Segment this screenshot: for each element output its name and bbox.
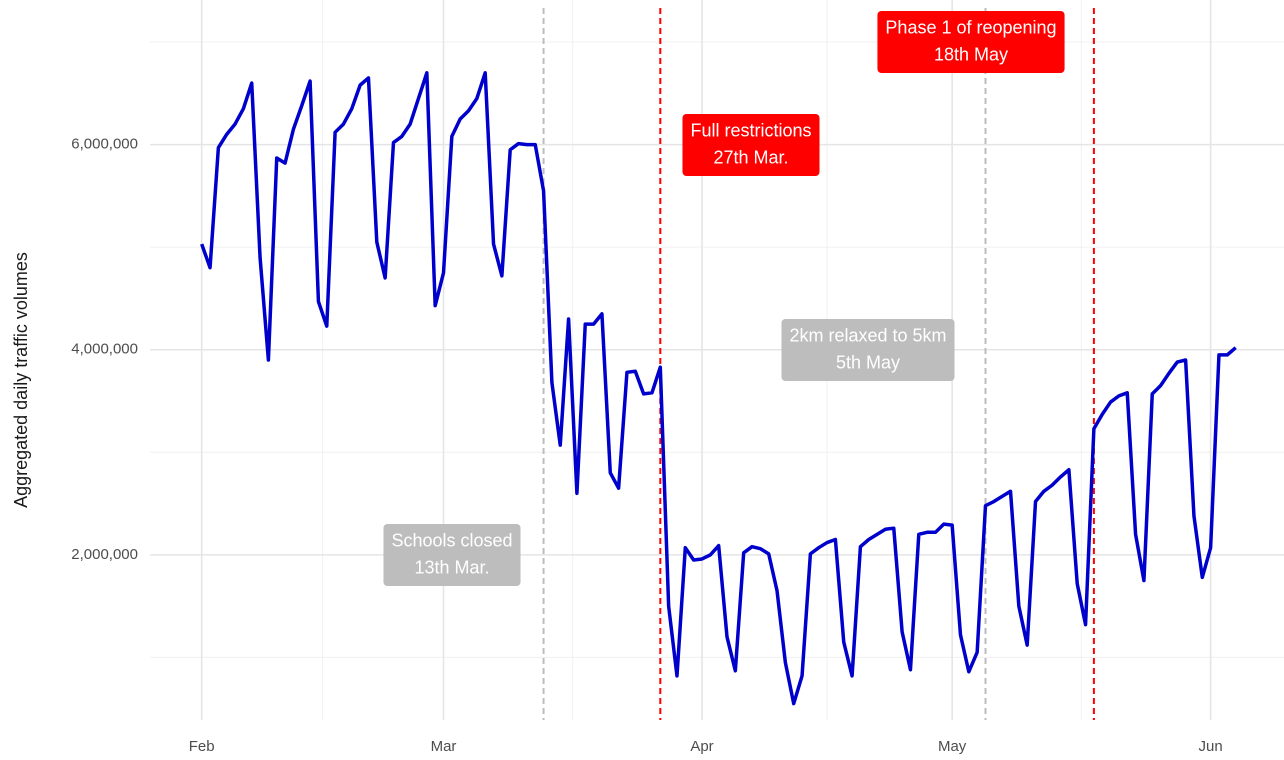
annotation-text: Phase 1 of reopening [885, 17, 1056, 37]
x-tick-label: Feb [189, 738, 215, 755]
y-axis-label: Aggregated daily traffic volumes [11, 252, 31, 508]
annotation-text: 5th May [836, 352, 900, 372]
annotation-box [383, 524, 521, 586]
x-tick-label: Apr [690, 738, 713, 755]
annotation-text: Schools closed [391, 530, 512, 550]
annotation: 2km relaxed to 5km 5th May [781, 319, 955, 381]
annotation-text: 27th Mar. [713, 147, 788, 167]
annotation: Schools closed 13th Mar. [383, 524, 521, 586]
x-tick-label: May [938, 738, 967, 755]
x-tick-label: Mar [431, 738, 457, 755]
y-tick-label: 6,000,000 [71, 136, 138, 153]
data-line [200, 71, 1237, 706]
x-tick-label: Jun [1199, 738, 1223, 755]
annotation: Phase 1 of reopening 18th May [877, 11, 1065, 73]
annotation-box [781, 319, 955, 381]
annotation-box [682, 114, 820, 176]
y-tick-label: 4,000,000 [71, 341, 138, 358]
annotation-text: 18th May [934, 44, 1008, 64]
annotation: Full restrictions 27th Mar. [682, 114, 820, 176]
annotation-text: Full restrictions [690, 120, 811, 140]
y-tick-label: 2,000,000 [71, 546, 138, 563]
annotation-text: 2km relaxed to 5km [789, 325, 946, 345]
annotation-text: 13th Mar. [414, 557, 489, 577]
annotation-box [877, 11, 1065, 73]
